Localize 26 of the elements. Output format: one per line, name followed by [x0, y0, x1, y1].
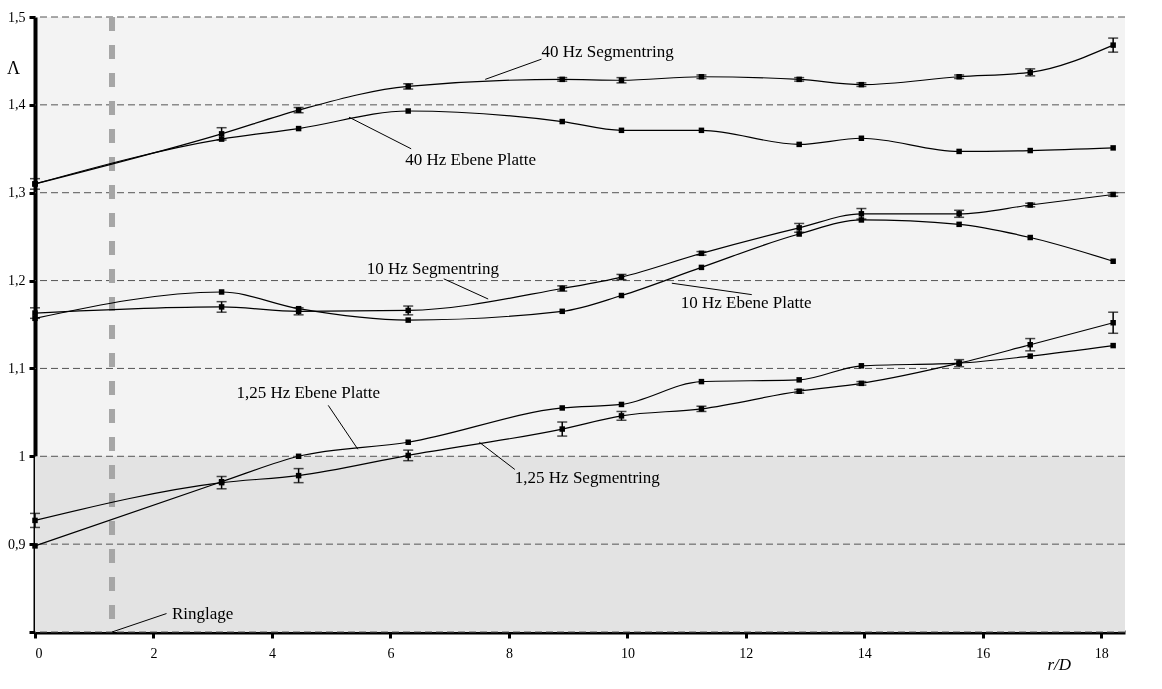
y-tick-label: 1,4 [8, 97, 26, 113]
series-label: 40 Hz Segmentring [541, 42, 675, 62]
y-tick-label: 0,9 [8, 536, 26, 552]
x-tick-label: 10 [620, 645, 635, 661]
y-axis-title: Λ [6, 57, 21, 78]
text: 1,25 Hz Ebene Platte [236, 383, 380, 403]
x-tick-label: 4 [268, 645, 276, 661]
y-tick-label: 1,1 [8, 360, 26, 376]
ref-line-label: Ringlage [171, 603, 234, 623]
x-tick-label: 6 [387, 645, 395, 661]
x-tick-label: 2 [150, 645, 158, 661]
series-label: 10 Hz Ebene Platte [680, 292, 812, 312]
x-tick-label: 18 [1094, 645, 1109, 661]
x-tick-label: 0 [35, 645, 43, 661]
x-tick-label: 14 [857, 645, 872, 661]
x-tick-label: 16 [976, 645, 991, 661]
x-tick-label: 8 [505, 645, 513, 661]
series-label: 40 Hz Ebene Platte [405, 150, 537, 170]
y-tick-label: 1,5 [8, 9, 26, 25]
series-label: 10 Hz Segmentring [366, 259, 500, 279]
x-tick-label: 12 [739, 645, 754, 661]
y-tick-label: 1,2 [8, 273, 26, 289]
x-axis-title: r/D [1047, 654, 1072, 674]
y-tick-label: 1,3 [8, 185, 26, 201]
y-tick-label: 1 [18, 448, 26, 464]
series-label: 1,25 Hz Segmentring [514, 468, 661, 488]
